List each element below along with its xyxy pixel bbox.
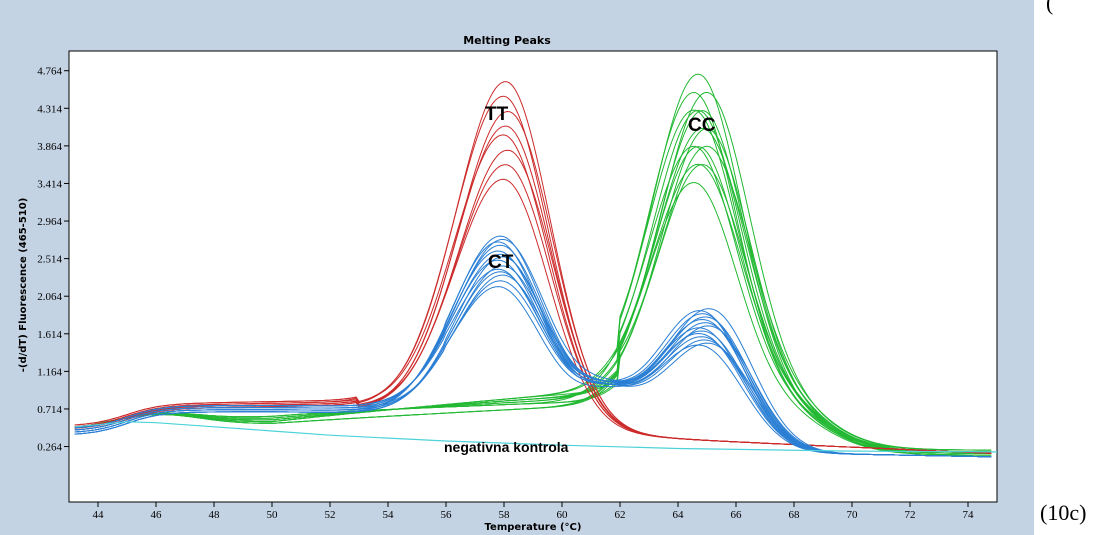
x-tick-label: 48 (209, 509, 221, 521)
x-axis-label: Temperature (°C) (485, 522, 582, 533)
x-tick-label: 70 (847, 509, 859, 521)
x-tick-label: 74 (963, 509, 975, 521)
axis-ticks: 44 46 48 50 52 54 56 58 60 62 64 66 68 70 72 74 0.264 0.7… (37, 66, 974, 521)
y-tick-label: 0.714 (37, 404, 62, 416)
chart-title: Melting Peaks (463, 34, 551, 47)
y-axis-label: -(d/dT) Fluorescence (465-510) (18, 198, 29, 373)
negative-control-curve (74, 421, 998, 453)
x-tick-label: 68 (789, 509, 801, 521)
y-tick-label: 1.614 (37, 329, 62, 341)
x-tick-label: 44 (93, 509, 105, 521)
x-tick-label: 50 (267, 509, 279, 521)
x-tick-label: 58 (499, 509, 511, 521)
label-negative-control: negativna kontrola (444, 439, 569, 455)
y-tick-label: 2.514 (37, 254, 62, 266)
y-tick-label: 2.064 (37, 291, 62, 303)
x-tick-label: 52 (325, 509, 336, 521)
y-tick-label: 3.414 (37, 178, 62, 190)
x-tick-label: 62 (615, 509, 626, 521)
y-tick-label: 4.764 (37, 66, 62, 78)
label-cc: CC (688, 115, 716, 136)
x-tick-label: 54 (383, 509, 395, 521)
x-tick-label: 46 (151, 509, 163, 521)
cc-curve (74, 73, 992, 454)
x-tick-label: 72 (905, 509, 916, 521)
y-tick-label: 4.314 (37, 103, 62, 115)
x-tick-label: 64 (673, 509, 685, 521)
y-tick-label: 3.864 (37, 141, 62, 153)
x-tick-label: 56 (441, 509, 453, 521)
tt-curve (74, 81, 992, 454)
cc-curve (74, 109, 992, 454)
y-tick-label: 2.964 (37, 216, 62, 228)
cc-curve (74, 92, 992, 456)
label-tt: TT (485, 104, 509, 125)
cc-curve (74, 110, 992, 453)
label-ct: CT (488, 252, 514, 273)
ct-curve (74, 235, 992, 458)
corner-caption-fragment: ( (1046, 0, 1054, 15)
y-tick-label: 0.264 (37, 442, 62, 454)
cc-curve (74, 91, 992, 451)
curve-group (74, 73, 998, 458)
figure-caption: (10c) (1040, 500, 1087, 525)
melting-peaks-chart: Melting Peaks Temperature (°C) -(d/dT) F… (18, 34, 998, 533)
x-tick-label: 60 (557, 509, 569, 521)
x-tick-label: 66 (731, 509, 743, 521)
y-tick-label: 1.164 (37, 366, 62, 378)
